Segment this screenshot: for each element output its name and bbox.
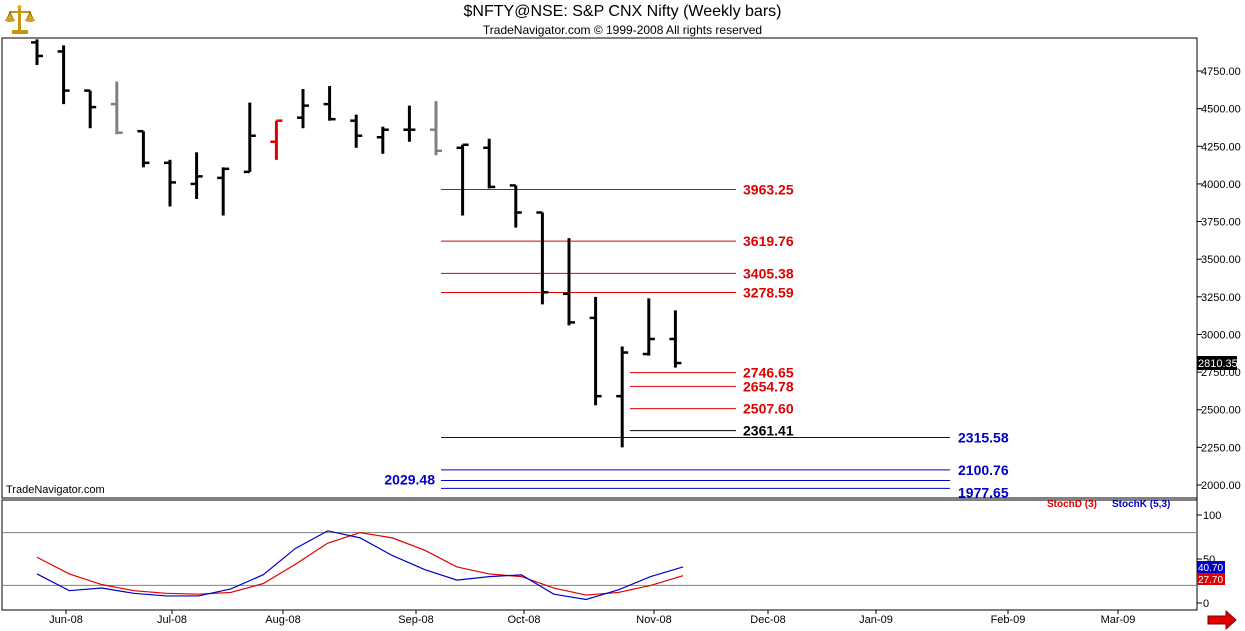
x-tick-label: Jun-08 — [49, 614, 83, 626]
price-level-label: 2315.58 — [958, 429, 1009, 445]
x-tick-label: Mar-09 — [1101, 614, 1136, 626]
price-level-label: 3963.25 — [743, 181, 794, 197]
stoch-y-tick-label: 100 — [1203, 510, 1221, 522]
chart-title: $NFTY@NSE: S&P CNX Nifty (Weekly bars) — [463, 3, 782, 20]
last-price-label: 2810.35 — [1198, 358, 1238, 370]
stochD-last-badge — [1197, 573, 1225, 585]
y-tick-label: 4750.00 — [1201, 66, 1241, 78]
x-tick-label: Sep-08 — [398, 614, 433, 626]
y-tick-label: 3250.00 — [1201, 292, 1241, 304]
stoch-series-line — [36, 530, 684, 601]
x-tick-label: Nov-08 — [636, 614, 671, 626]
price-level-label: 3405.38 — [743, 265, 794, 281]
watermark-text: TradeNavigator.com — [6, 484, 105, 496]
y-tick-label: 4250.00 — [1201, 141, 1241, 153]
price-level-label: 2029.48 — [384, 472, 435, 488]
x-tick-label: Jan-09 — [859, 614, 893, 626]
y-tick-label: 4500.00 — [1201, 104, 1241, 116]
chart-subtitle: TradeNavigator.com © 1999-2008 All right… — [482, 23, 763, 37]
stoch-legend-k: StochK (5,3) — [1112, 499, 1170, 510]
x-tick-label: Oct-08 — [507, 614, 540, 626]
price-panel-frame — [1, 37, 1198, 499]
x-tick-label: Dec-08 — [750, 614, 785, 626]
y-tick-label: 3500.00 — [1201, 254, 1241, 266]
y-tick-label: 3750.00 — [1201, 217, 1241, 229]
y-tick-label: 2750.00 — [1201, 367, 1241, 379]
price-level-label: 2746.65 — [743, 365, 794, 381]
price-level-label: 3619.76 — [743, 233, 794, 249]
stochD-last-label: 27.70 — [1198, 575, 1223, 586]
x-tick-label: Jul-08 — [157, 614, 187, 626]
x-tick-label: Feb-09 — [991, 614, 1026, 626]
y-tick-label: 2250.00 — [1201, 442, 1241, 454]
price-level-label: 1977.65 — [958, 484, 1009, 500]
y-tick-label: 2500.00 — [1201, 405, 1241, 417]
price-level-label: 2361.41 — [743, 423, 794, 439]
y-tick-label: 2000.00 — [1201, 480, 1241, 492]
red-right-arrow-icon[interactable] — [1207, 609, 1237, 631]
y-tick-label: 4000.00 — [1201, 179, 1241, 191]
price-level-label: 2100.76 — [958, 462, 1009, 478]
y-tick-label: 3000.00 — [1201, 329, 1241, 341]
price-level-label: 3278.59 — [743, 285, 794, 301]
last-price-badge — [1197, 356, 1237, 371]
stoch-legend-d: StochD (3) — [1047, 499, 1097, 510]
stochK-last-badge — [1197, 561, 1225, 573]
stoch-y-tick-label: 0 — [1203, 598, 1209, 610]
price-level-label: 2654.78 — [743, 378, 794, 394]
stoch-series-line — [36, 531, 684, 596]
scales-logo-icon[interactable] — [3, 3, 37, 42]
x-tick-label: Aug-08 — [265, 614, 300, 626]
stochK-last-label: 40.70 — [1198, 563, 1223, 574]
price-level-label: 2507.60 — [743, 401, 794, 417]
